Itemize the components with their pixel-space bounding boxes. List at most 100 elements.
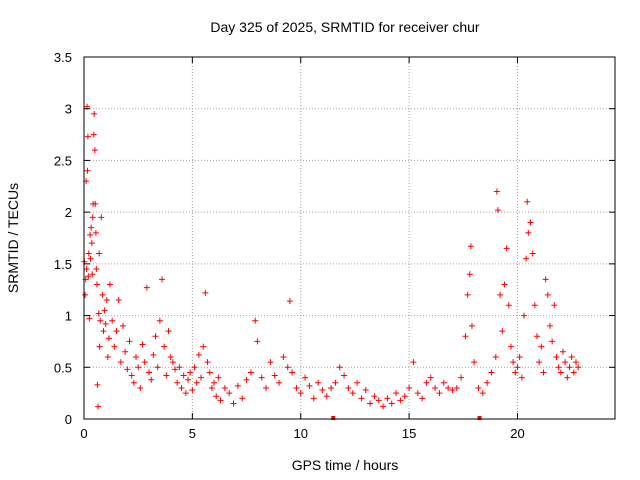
data-point (524, 198, 531, 205)
data-point (332, 379, 339, 386)
data-point (189, 387, 196, 394)
x-axis-label: GPS time / hours (292, 457, 399, 473)
data-point (393, 390, 400, 397)
x-tick-label: 0 (80, 426, 87, 441)
data-point (575, 364, 582, 371)
data-point (562, 359, 569, 366)
gap-marker (477, 416, 482, 420)
data-point (445, 384, 452, 391)
data-point (557, 369, 564, 376)
data-point (120, 322, 127, 329)
data-point (103, 297, 110, 304)
data-point (146, 369, 153, 376)
data-point (492, 353, 499, 360)
data-point (84, 167, 91, 174)
data-point (198, 374, 205, 381)
data-point (86, 315, 93, 322)
data-point (99, 291, 106, 298)
data-point (540, 369, 547, 376)
data-point (414, 390, 421, 397)
gap-markers (331, 416, 482, 420)
data-point (551, 302, 558, 309)
data-point (462, 333, 469, 340)
data-point (284, 364, 291, 371)
data-point (566, 364, 573, 371)
data-point (449, 387, 456, 394)
data-point (263, 384, 270, 391)
data-point (98, 214, 105, 221)
data-point (503, 245, 510, 252)
plot-frame (83, 56, 616, 420)
data-point (336, 364, 343, 371)
data-point (87, 231, 94, 238)
data-point (243, 376, 250, 383)
data-point (178, 384, 185, 391)
data-point (90, 131, 97, 138)
data-point (167, 353, 174, 360)
data-point (572, 359, 579, 366)
data-point (525, 229, 532, 236)
data-point (115, 297, 122, 304)
data-point (191, 364, 198, 371)
data-point (148, 376, 155, 383)
data-point (96, 250, 103, 257)
data-point (302, 374, 309, 381)
data-point (97, 317, 104, 324)
data-point (293, 384, 300, 391)
y-tick-label: 0.5 (54, 360, 72, 375)
data-point (529, 250, 536, 257)
data-point (505, 302, 512, 309)
data-point (536, 359, 543, 366)
data-point (221, 384, 228, 391)
data-point (159, 276, 166, 283)
data-point (507, 343, 514, 350)
data-point (93, 266, 100, 273)
data-point (271, 372, 278, 379)
x-tick-label: 15 (402, 426, 416, 441)
data-point (156, 317, 163, 324)
data-point (568, 353, 575, 360)
data-point (128, 372, 135, 379)
data-point (559, 348, 566, 355)
data-point (113, 328, 120, 335)
data-point (85, 250, 92, 257)
data-point (206, 369, 213, 376)
data-point (215, 374, 222, 381)
data-point (96, 343, 103, 350)
x-tick-labels: 0 5 10 15 20 (80, 426, 524, 441)
chart-title: Day 325 of 2025, SRMTID for receiver chu… (210, 19, 480, 35)
data-point (141, 359, 148, 366)
data-point (544, 291, 551, 298)
data-point (105, 335, 112, 342)
data-point (187, 369, 194, 376)
data-point (531, 302, 538, 309)
data-point (137, 384, 144, 391)
data-point (419, 395, 426, 402)
data-point (289, 369, 296, 376)
data-point (542, 276, 549, 283)
data-point (211, 379, 218, 386)
data-point (87, 255, 94, 262)
data-point (467, 243, 474, 250)
data-point (180, 372, 187, 379)
data-point (384, 395, 391, 402)
data-point (226, 390, 233, 397)
y-tick-label: 3 (65, 102, 72, 117)
gap-marker (331, 416, 336, 420)
data-point (315, 379, 322, 386)
y-axis-label: SRMTID / TECUs (5, 183, 21, 293)
data-point (82, 291, 89, 298)
data-point (258, 374, 265, 381)
data-point (514, 364, 521, 371)
data-point (94, 381, 101, 388)
data-point (297, 390, 304, 397)
data-point (85, 273, 92, 280)
data-point (523, 255, 530, 262)
data-point (553, 353, 560, 360)
data-point (306, 382, 313, 389)
data-point (380, 403, 387, 410)
data-point (95, 403, 102, 410)
data-point (319, 387, 326, 394)
data-point (354, 379, 361, 386)
data-point (133, 353, 140, 360)
